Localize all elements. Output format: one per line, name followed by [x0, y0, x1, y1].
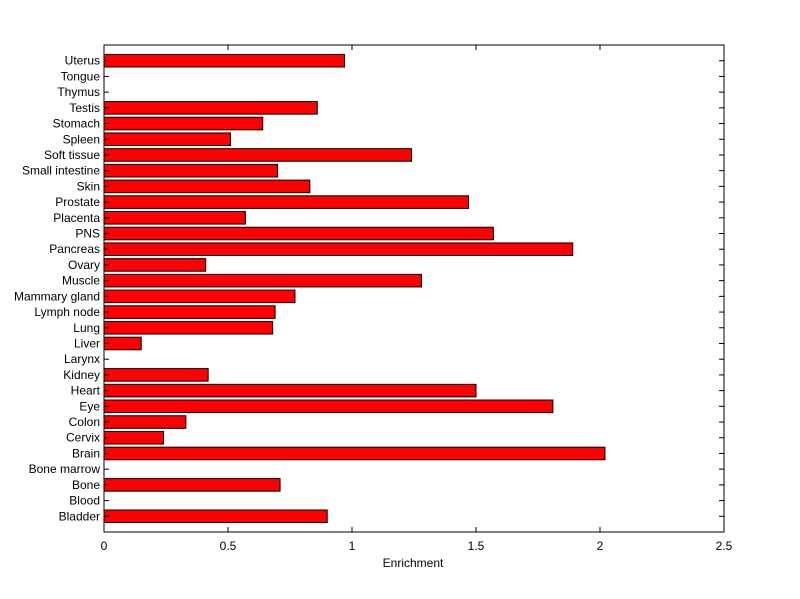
x-tick-label: 1: [349, 539, 356, 553]
y-tick-label-brain: Brain: [72, 446, 100, 460]
bar-soft-tissue: [103, 148, 413, 162]
bar-ovary: [103, 258, 207, 272]
y-tick-label-mammary-gland: Mammary gland: [14, 289, 100, 303]
bar-pancreas: [103, 242, 574, 257]
y-tick-label-eye: Eye: [79, 399, 100, 413]
bar-uterus: [103, 53, 346, 68]
y-tick-label-blood: Blood: [69, 494, 100, 508]
y-tick-label-stomach: Stomach: [53, 117, 100, 131]
bar-lung: [103, 320, 274, 335]
bar-eye: [103, 399, 554, 414]
bar-liver: [103, 336, 142, 351]
bar-placenta: [103, 211, 246, 225]
y-tick-label-lung: Lung: [73, 321, 100, 335]
bar-small-intestine: [103, 163, 279, 178]
bar-mammary-gland: [103, 289, 296, 304]
bar-testis: [103, 101, 318, 115]
bar-muscle: [103, 273, 422, 288]
y-tick-label-pns: PNS: [75, 227, 100, 241]
y-tick-label-small-intestine: Small intestine: [22, 164, 100, 178]
x-axis-label: Enrichment: [383, 556, 444, 570]
bar-bladder: [103, 509, 328, 524]
x-axis: 0 0.5 1 1.5 2 2.5: [101, 45, 733, 553]
x-tick-label: 0: [101, 539, 108, 553]
x-tick-label: 2: [597, 539, 604, 553]
y-tick-label-skin: Skin: [77, 179, 100, 193]
bar-stomach: [103, 116, 264, 131]
y-tick-label-prostate: Prostate: [55, 195, 100, 209]
bar-bone: [103, 478, 281, 492]
y-tick-label-heart: Heart: [71, 384, 101, 398]
bar-spleen: [103, 132, 231, 147]
y-tick-label-muscle: Muscle: [62, 274, 100, 288]
bar-heart: [103, 383, 477, 398]
y-tick-label-colon: Colon: [69, 415, 100, 429]
y-tick-label-placenta: Placenta: [53, 211, 100, 225]
y-tick-label-cervix: Cervix: [66, 431, 100, 445]
y-tick-label-soft-tissue: Soft tissue: [44, 148, 100, 162]
y-tick-label-bladder: Bladder: [59, 509, 100, 523]
y-tick-label-ovary: Ovary: [68, 258, 100, 272]
bar-kidney: [103, 368, 209, 382]
bar-brain: [103, 446, 606, 461]
y-tick-label-tongue: Tongue: [61, 69, 101, 83]
bar-colon: [103, 415, 187, 429]
y-tick-label-uterus: Uterus: [65, 54, 100, 68]
y-tick-label-pancreas: Pancreas: [49, 242, 100, 256]
y-tick-label-kidney: Kidney: [63, 368, 100, 382]
y-tick-label-lymph-node: Lymph node: [34, 305, 100, 319]
y-tick-label-bone-marrow: Bone marrow: [29, 462, 101, 476]
bars-group: [103, 53, 606, 524]
y-tick-label-testis: Testis: [69, 101, 100, 115]
bar-cervix: [103, 430, 165, 445]
x-tick-label: 2.5: [716, 539, 733, 553]
bar-prostate: [103, 195, 470, 209]
y-tick-label-larynx: Larynx: [64, 352, 100, 366]
bar-skin: [103, 179, 311, 194]
y-tick-label-liver: Liver: [74, 336, 100, 350]
y-tick-label-bone: Bone: [72, 478, 100, 492]
y-tick-label-thymus: Thymus: [57, 85, 100, 99]
bar-pns: [103, 226, 494, 241]
x-tick-label: 0.5: [220, 539, 237, 553]
y-tick-label-spleen: Spleen: [63, 132, 100, 146]
x-tick-label: 1.5: [468, 539, 485, 553]
bar-lymph-node: [103, 305, 276, 319]
